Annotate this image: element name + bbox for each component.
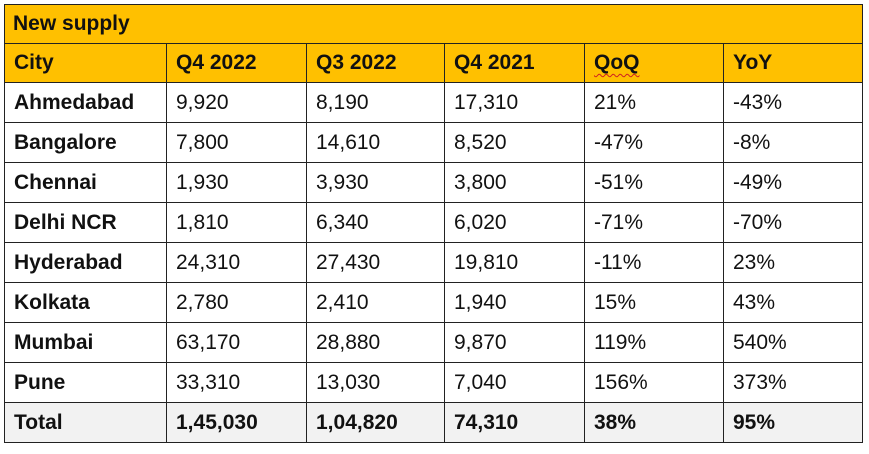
table-header-row: City Q4 2022 Q3 2022 Q4 2021 QoQ YoY <box>4 43 864 83</box>
cell-yoy: 23% <box>722 242 864 283</box>
cell-q4-2022: 63,170 <box>166 322 307 363</box>
table-row: Bangalore 7,800 14,610 8,520 -47% -8% <box>4 122 864 163</box>
cell-yoy: -49% <box>722 162 864 203</box>
cell-yoy: -8% <box>722 122 864 163</box>
cell-qoq: -47% <box>584 122 724 163</box>
cell-qoq: -11% <box>584 242 724 283</box>
cell-q3-2022: 2,410 <box>306 282 445 323</box>
cell-q4-2022: 9,920 <box>166 82 307 123</box>
cell-q4-2022: 1,930 <box>166 162 307 203</box>
total-q4-2022: 1,45,030 <box>166 402 307 443</box>
cell-qoq: 15% <box>584 282 724 323</box>
total-q4-2021: 74,310 <box>444 402 585 443</box>
table-row: Mumbai 63,170 28,880 9,870 119% 540% <box>4 322 864 363</box>
header-q4-2022: Q4 2022 <box>166 43 307 83</box>
cell-q3-2022: 6,340 <box>306 202 445 243</box>
cell-yoy: 540% <box>722 322 864 363</box>
table-row: Delhi NCR 1,810 6,340 6,020 -71% -70% <box>4 202 864 243</box>
cell-q4-2021: 8,520 <box>444 122 585 163</box>
cell-city: Chennai <box>4 162 167 203</box>
table-title-row: New supply <box>3 4 864 44</box>
cell-q4-2022: 24,310 <box>166 242 307 283</box>
cell-q4-2022: 7,800 <box>166 122 307 163</box>
cell-q3-2022: 14,610 <box>306 122 445 163</box>
total-yoy: 95% <box>722 402 864 443</box>
table-row: Pune 33,310 13,030 7,040 156% 373% <box>4 362 864 403</box>
cell-q3-2022: 13,030 <box>306 362 445 403</box>
cell-yoy: -43% <box>722 82 864 123</box>
cell-q3-2022: 8,190 <box>306 82 445 123</box>
total-city: Total <box>4 402 167 443</box>
table-row: Kolkata 2,780 2,410 1,940 15% 43% <box>4 282 864 323</box>
header-q3-2022: Q3 2022 <box>306 43 445 83</box>
total-qoq: 38% <box>584 402 724 443</box>
cell-qoq: 119% <box>584 322 724 363</box>
header-city: City <box>4 43 167 83</box>
table-row: Hyderabad 24,310 27,430 19,810 -11% 23% <box>4 242 864 283</box>
header-qoq-label: QoQ <box>594 51 640 74</box>
header-q4-2021: Q4 2021 <box>444 43 585 83</box>
table-row: Ahmedabad 9,920 8,190 17,310 21% -43% <box>4 82 864 123</box>
cell-city: Hyderabad <box>4 242 167 283</box>
cell-city: Delhi NCR <box>4 202 167 243</box>
cell-yoy: 43% <box>722 282 864 323</box>
header-qoq: QoQ <box>584 43 724 83</box>
cell-city: Pune <box>4 362 167 403</box>
cell-q4-2022: 2,780 <box>166 282 307 323</box>
header-yoy: YoY <box>722 43 864 83</box>
cell-qoq: -51% <box>584 162 724 203</box>
cell-q4-2021: 19,810 <box>444 242 585 283</box>
table-row: Chennai 1,930 3,930 3,800 -51% -49% <box>4 162 864 203</box>
table-title: New supply <box>3 4 864 44</box>
cell-city: Ahmedabad <box>4 82 167 123</box>
cell-qoq: -71% <box>584 202 724 243</box>
cell-q4-2021: 17,310 <box>444 82 585 123</box>
cell-q4-2021: 7,040 <box>444 362 585 403</box>
cell-yoy: 373% <box>722 362 864 403</box>
cell-q3-2022: 28,880 <box>306 322 445 363</box>
cell-q4-2022: 33,310 <box>166 362 307 403</box>
cell-city: Mumbai <box>4 322 167 363</box>
cell-q4-2021: 3,800 <box>444 162 585 203</box>
cell-q4-2021: 6,020 <box>444 202 585 243</box>
new-supply-table-container: New supply City Q4 2022 Q3 2022 Q4 2021 … <box>3 4 864 443</box>
cell-yoy: -70% <box>722 202 864 243</box>
cell-q4-2021: 1,940 <box>444 282 585 323</box>
cell-q4-2022: 1,810 <box>166 202 307 243</box>
cell-city: Bangalore <box>4 122 167 163</box>
cell-qoq: 21% <box>584 82 724 123</box>
cell-q3-2022: 3,930 <box>306 162 445 203</box>
cell-city: Kolkata <box>4 282 167 323</box>
cell-q3-2022: 27,430 <box>306 242 445 283</box>
cell-q4-2021: 9,870 <box>444 322 585 363</box>
cell-qoq: 156% <box>584 362 724 403</box>
total-q3-2022: 1,04,820 <box>306 402 445 443</box>
new-supply-table: New supply City Q4 2022 Q3 2022 Q4 2021 … <box>3 4 864 443</box>
table-total-row: Total 1,45,030 1,04,820 74,310 38% 95% <box>4 402 864 443</box>
